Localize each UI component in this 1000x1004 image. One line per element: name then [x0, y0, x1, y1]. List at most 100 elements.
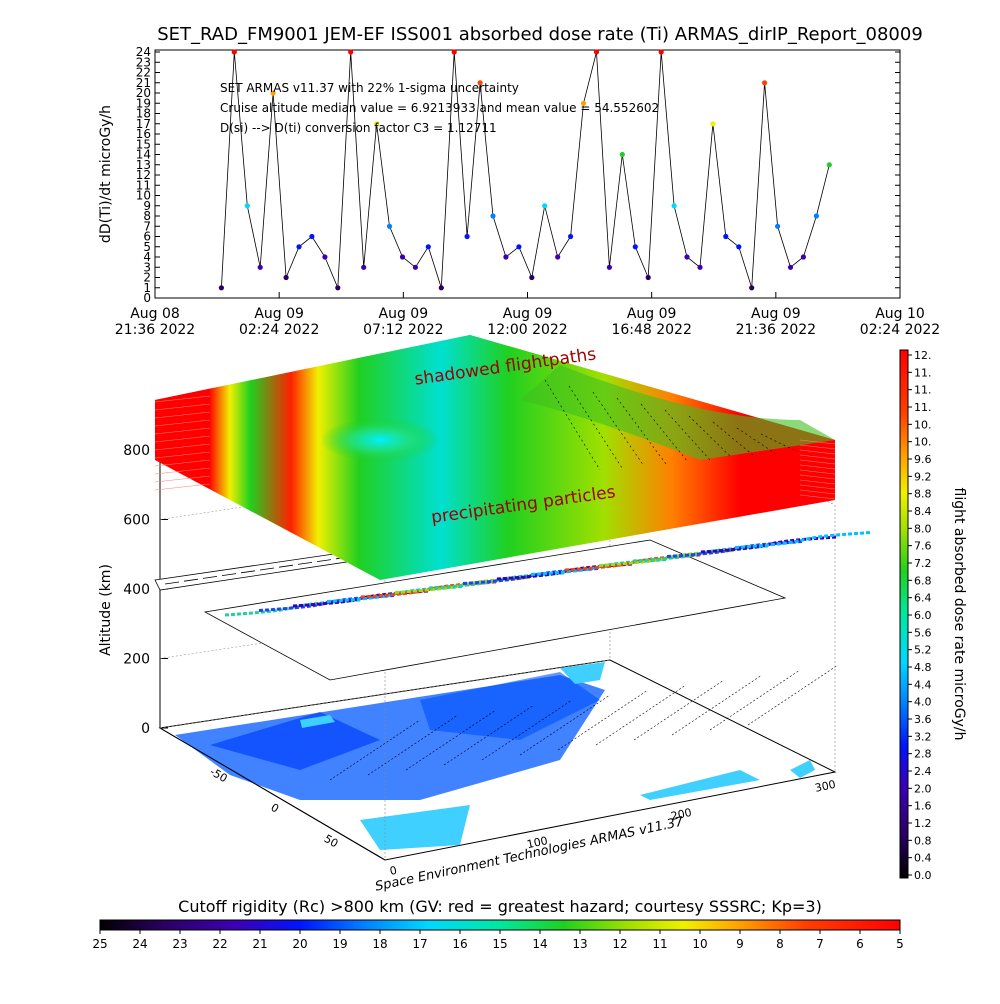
x-tick-time: 07:12 2022	[363, 322, 443, 338]
data-point	[658, 49, 664, 55]
track-wave	[734, 531, 871, 549]
right-tick-label: 11.	[914, 384, 932, 397]
y-tick-label: 7	[143, 219, 151, 233]
slab-stripe	[154, 395, 211, 403]
data-point	[335, 285, 341, 291]
slab-stripe	[154, 459, 211, 467]
alt-tick-label: 400	[123, 582, 150, 598]
data-point	[309, 233, 315, 240]
right-tick-label: 6.0	[914, 609, 932, 622]
lon-tick-label: 100	[526, 834, 549, 851]
bottom-tick-label: 7	[816, 937, 824, 951]
data-point	[490, 213, 496, 219]
data-point	[568, 233, 574, 240]
track-wave-left	[221, 573, 237, 576]
y-tick-label: 20	[136, 86, 151, 100]
y-tick-label: 14	[136, 148, 151, 162]
bottom-tick-label: 21	[252, 937, 267, 951]
right-tick-label: 4.8	[914, 661, 932, 674]
data-point	[684, 254, 690, 260]
data-point	[244, 203, 250, 209]
right-tick-label: 1.2	[914, 817, 932, 830]
right-tick-label: 4.0	[914, 696, 932, 709]
slab-stripe	[154, 427, 211, 435]
track-wave-left	[297, 562, 313, 565]
slab-stripe-right	[799, 494, 836, 500]
data-point	[399, 254, 406, 260]
slab-stripe	[154, 411, 211, 419]
right-tick-label: 0.8	[914, 834, 932, 847]
x-tick-time: 02:24 2022	[239, 322, 319, 338]
data-point	[749, 285, 755, 291]
bottom-tick-label: 23	[172, 937, 187, 951]
data-point	[218, 285, 224, 291]
x-tick-time: 21:36 2022	[115, 322, 195, 338]
alt-tick-label: 600	[123, 513, 150, 529]
x-tick-day: Aug 09	[379, 306, 429, 322]
slab-stripe-right	[799, 474, 836, 480]
data-point	[386, 223, 393, 229]
y-tick-label: 9	[143, 199, 151, 213]
data-point	[555, 254, 561, 260]
y-tick-label: 2	[143, 271, 151, 285]
y-tick-label: 22	[136, 66, 151, 80]
y-tick-label: 16	[136, 127, 151, 141]
lon-tick-label: 300	[814, 778, 837, 795]
right-tick-label: 7.6	[914, 540, 932, 553]
bottom-tick-label: 11	[652, 937, 667, 951]
slab-stripe-right	[799, 484, 836, 490]
bottom-tick-label: 6	[856, 937, 864, 951]
right-tick-label: 2.0	[914, 782, 932, 795]
right-colorbar	[899, 349, 909, 879]
bottom-tick-label: 9	[736, 937, 744, 951]
x-tick-day: Aug 09	[254, 306, 304, 322]
data-point	[723, 233, 729, 240]
slab-stripe	[154, 483, 211, 491]
bottom-tick-label: 5	[896, 937, 904, 951]
bottom-tick-label: 19	[332, 937, 347, 951]
data-point	[710, 121, 716, 127]
slab-stripe	[154, 443, 211, 451]
x-tick-day: Aug 09	[503, 306, 553, 322]
altitude-axis-label: Altitude (km)	[98, 564, 114, 656]
data-point	[529, 274, 535, 281]
y-tick-label: 18	[136, 107, 151, 121]
data-point	[451, 49, 457, 55]
data-point	[826, 162, 832, 168]
data-point	[606, 264, 613, 270]
x-tick-time: 02:24 2022	[860, 322, 940, 338]
data-point	[516, 244, 522, 250]
data-point	[645, 274, 651, 281]
right-colorbar-ticks: 12. 11. 11. 11. 10. 10. 9.6 9.2 8.8 8.4 8.0 7.6 7.2 6…	[908, 349, 932, 882]
right-tick-label: 12.	[914, 349, 932, 362]
bottom-tick-label: 24	[132, 937, 147, 951]
lat-tick-label: 0	[268, 801, 281, 816]
bottom-tick-label: 8	[776, 937, 784, 951]
data-point	[283, 274, 289, 281]
slab-stripe-right	[799, 489, 836, 495]
right-tick-label: 11.	[914, 401, 932, 414]
data-point	[296, 244, 302, 250]
slab-stripe-right	[799, 459, 836, 465]
data-point	[632, 244, 638, 250]
right-tick-label: 0.0	[914, 869, 932, 882]
bottom-colorbar	[99, 919, 901, 931]
y-tick-label: 17	[136, 117, 151, 131]
slab-stripe	[154, 403, 211, 411]
right-tick-label: 8.0	[914, 522, 932, 535]
right-tick-label: 9.6	[914, 453, 932, 466]
slab-stripe	[154, 467, 211, 475]
slab-stripe-right	[799, 439, 836, 445]
altitude-ticks: 0 200 400 600 800	[123, 381, 611, 737]
data-point	[348, 49, 354, 55]
bottom-tick-label: 15	[492, 937, 507, 951]
y-tick-label: 15	[136, 137, 151, 151]
data-point	[813, 213, 820, 219]
right-tick-label: 5.2	[914, 644, 932, 657]
data-point	[412, 264, 418, 270]
top-annotations: SET ARMAS v11.37 with 22% 1-sigma uncert…	[220, 81, 659, 135]
lon-tick-label: 0	[388, 864, 398, 878]
track-wave-left	[183, 578, 199, 582]
data-point	[593, 49, 600, 55]
